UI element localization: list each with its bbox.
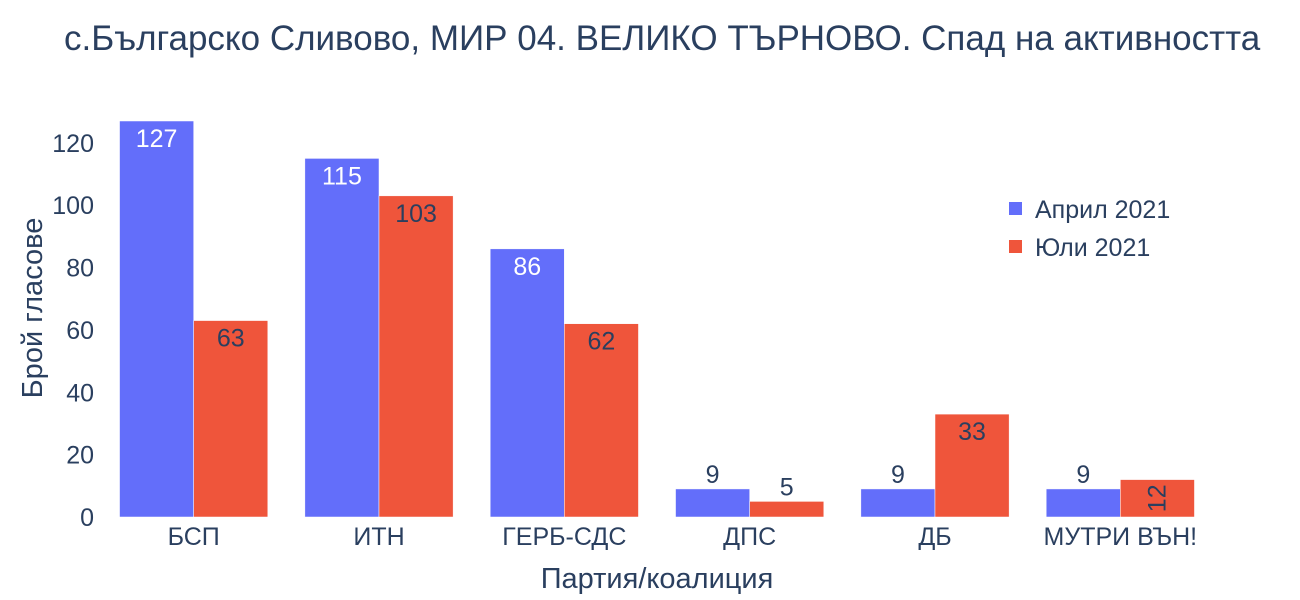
bar-data-label: 33 (958, 418, 986, 446)
chart-title: с.Българско Сливово, МИР 04. ВЕЛИКО ТЪРН… (64, 19, 1261, 58)
bar-data-label: 127 (136, 125, 178, 153)
x-tick-label: БСП (168, 523, 220, 551)
y-tick-label: 20 (66, 442, 94, 470)
bar (675, 488, 750, 518)
bar (1045, 488, 1121, 518)
legend-label: Юли 2021 (1035, 234, 1150, 262)
y-tick-label: 40 (66, 379, 94, 407)
bar (119, 120, 194, 518)
x-tick-label: ГЕРБ-СДС (502, 523, 626, 551)
bar (564, 323, 639, 518)
bar (1120, 479, 1195, 518)
x-tick-label: ДБ (918, 523, 951, 551)
y-tick-label: 60 (66, 317, 94, 345)
y-axis-title: Брой гласове (17, 218, 49, 399)
bar-data-label: 12 (1143, 484, 1171, 512)
bar-data-label: 5 (780, 473, 794, 501)
legend-swatch (1009, 202, 1022, 215)
legend-swatch (1009, 240, 1022, 253)
y-tick-label: 80 (66, 255, 94, 283)
bar (749, 501, 825, 518)
bar (378, 195, 454, 518)
bar-data-label: 62 (587, 328, 615, 356)
x-tick-label: ДПС (723, 523, 776, 551)
x-axis-title: Партия/коалиция (541, 563, 774, 595)
legend: Април 2021 Юли 2021 (1009, 196, 1170, 262)
bar-data-label: 9 (891, 461, 905, 489)
bar (934, 413, 1010, 518)
legend-label: Април 2021 (1035, 196, 1170, 224)
bar (860, 488, 936, 518)
y-tick-label: 100 (52, 192, 94, 220)
bar (193, 320, 269, 518)
y-tick-label: 0 (80, 504, 94, 532)
bars: 127 63 115 103 86 62 9 5 9 33 9 12 (119, 120, 1195, 518)
bar-data-label: 86 (513, 253, 541, 281)
x-axis: БСП ИТН ГЕРБ-СДС ДПС ДБ МУТРИ ВЪН! (168, 523, 1198, 551)
bar-data-label: 9 (1076, 461, 1090, 489)
bar-data-label: 115 (322, 162, 362, 190)
x-tick-label: МУТРИ ВЪН! (1044, 523, 1198, 551)
bar-data-label: 63 (217, 325, 245, 353)
bar-data-label: 9 (706, 461, 720, 489)
bar (489, 248, 565, 518)
y-tick-label: 120 (52, 130, 94, 158)
x-tick-label: ИТН (353, 523, 404, 551)
bar (304, 158, 380, 518)
bar-data-label: 103 (395, 200, 437, 228)
y-axis: 0 20 40 60 80 100 120 (52, 130, 94, 532)
